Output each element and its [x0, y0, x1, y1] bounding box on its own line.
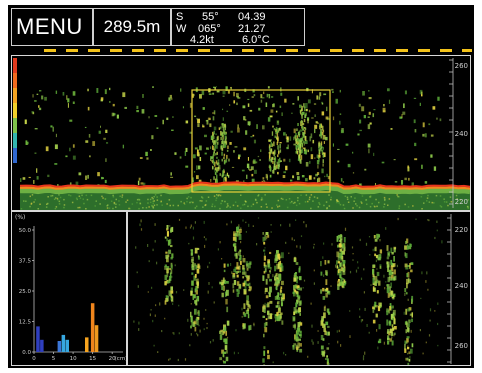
histogram-bar: [40, 339, 44, 352]
water-temp-readout: 6.0°C: [242, 34, 270, 46]
latitude-minutes: 04.39: [238, 11, 266, 23]
longitude-row: W 065° 21.27: [176, 22, 304, 36]
histogram-bar: [90, 303, 95, 352]
latitude-row: S 55° 04.39: [176, 11, 304, 24]
echogram-zoom-panel[interactable]: 220 240 260: [127, 211, 471, 366]
histogram-bar: [85, 337, 89, 352]
longitude-minutes: 21.27: [238, 22, 266, 35]
color-scale-bar: [13, 58, 17, 163]
seabed-echo: [19, 181, 470, 210]
fish-size-histogram-chart: 50.0 37.5 25.0 12.5 0.00 5 10 15 20(cm): [19, 226, 126, 362]
histogram-x-tick-label: 5: [52, 356, 56, 362]
zoom-selection-box[interactable]: [191, 89, 331, 193]
echogram-zoom-image: [133, 214, 452, 365]
histogram-y-tick-label: 12.5: [19, 320, 32, 326]
sonar-display: MENU 289.5m S 55° 04.39 W 065° 21.27 4.2…: [8, 5, 474, 368]
top-scale-label-2: 240: [454, 130, 468, 138]
histogram-y-tick-label: 0.0: [22, 350, 31, 356]
histogram-bar: [36, 326, 40, 352]
histogram-x-tick-label: 15: [89, 356, 96, 362]
histogram-bar: [94, 325, 99, 352]
histogram-x-tick-label: 0: [32, 356, 36, 362]
latitude-hemisphere: S: [176, 11, 184, 23]
histogram-bar: [65, 339, 69, 352]
top-scale-ticks: [449, 58, 454, 208]
zoom-scale-ticks: [447, 214, 452, 364]
menu-button[interactable]: MENU: [11, 8, 93, 46]
longitude-degrees: 065°: [198, 22, 221, 35]
histogram-y-tick-label: 37.5: [19, 259, 32, 265]
fish-size-histogram-panel: (%) 50.0 37.5 25.0 12.5 0.00 5 10 15 20(cm): [11, 211, 127, 366]
histogram-x-tick-label: 20: [109, 356, 116, 362]
header-divider-dashes: [44, 49, 472, 52]
zoom-fish-echo-marks: [133, 217, 443, 365]
histogram-y-tick-label: 25.0: [19, 289, 32, 295]
zoom-scale-label-1: 220: [454, 226, 468, 234]
top-scale-label-3: 220: [454, 198, 468, 206]
zoom-scale-label-3: 260: [454, 342, 468, 350]
zoom-scale-label-2: 240: [454, 282, 468, 290]
echogram-history-image: [13, 58, 470, 210]
latitude-degrees: 55°: [202, 11, 219, 23]
histogram-x-unit: (cm): [115, 356, 126, 362]
speed-temp-row: 4.2kt 6.0°C: [176, 34, 304, 47]
histogram-x-tick-label: 10: [70, 356, 77, 362]
histogram-bar: [57, 341, 62, 352]
histogram-y-unit: (%): [15, 214, 26, 221]
nav-info-panel: S 55° 04.39 W 065° 21.27 4.2kt 6.0°C: [171, 8, 305, 46]
header-bar: MENU 289.5m S 55° 04.39 W 065° 21.27 4.2…: [8, 5, 474, 49]
echogram-history-panel[interactable]: 260 240 220: [11, 55, 471, 211]
depth-readout: 289.5m: [93, 8, 171, 46]
histogram-y-tick-label: 50.0: [19, 228, 32, 234]
top-scale-label-1: 260: [454, 62, 468, 70]
histogram-bar: [61, 334, 66, 352]
longitude-hemisphere: W: [176, 22, 187, 35]
speed-readout: 4.2kt: [190, 34, 214, 46]
